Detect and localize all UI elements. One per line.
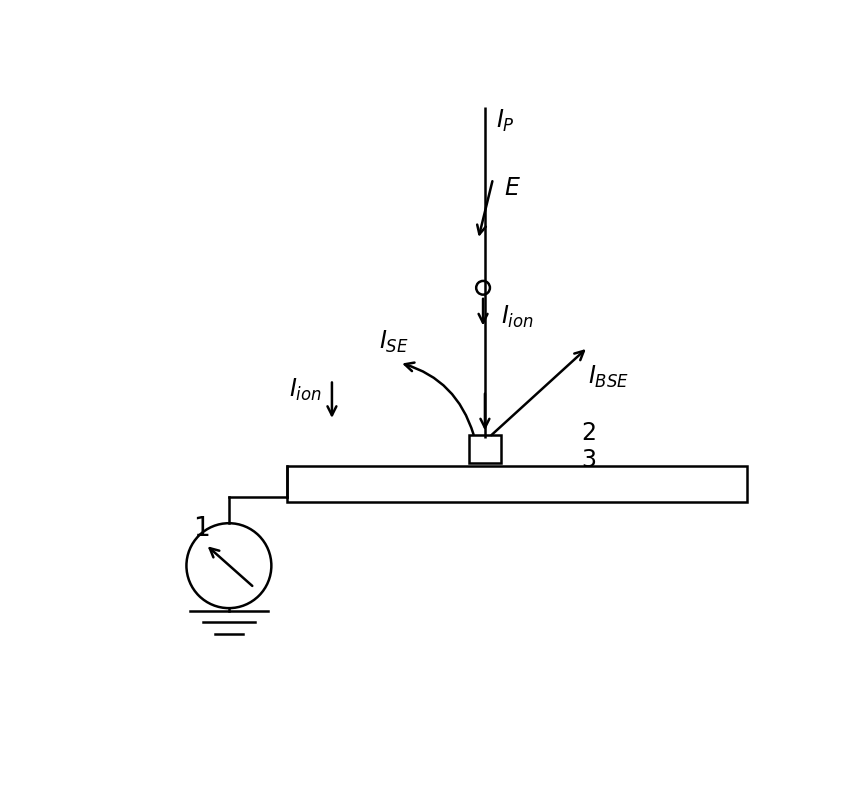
Text: $I_P$: $I_P$ [496,108,514,134]
Text: 3: 3 [582,448,596,471]
Text: $I_{ion}$: $I_{ion}$ [290,376,323,403]
Text: $I_{ion}$: $I_{ion}$ [500,304,533,330]
Bar [287,466,747,502]
Bar [469,435,501,463]
Text: 2: 2 [582,421,596,445]
Text: $E$: $E$ [505,176,521,200]
Text: $I_{SE}$: $I_{SE}$ [379,329,408,355]
Text: 1: 1 [193,517,210,543]
Text: $I_{BSE}$: $I_{BSE}$ [588,364,629,390]
FancyArrowPatch shape [405,363,473,435]
